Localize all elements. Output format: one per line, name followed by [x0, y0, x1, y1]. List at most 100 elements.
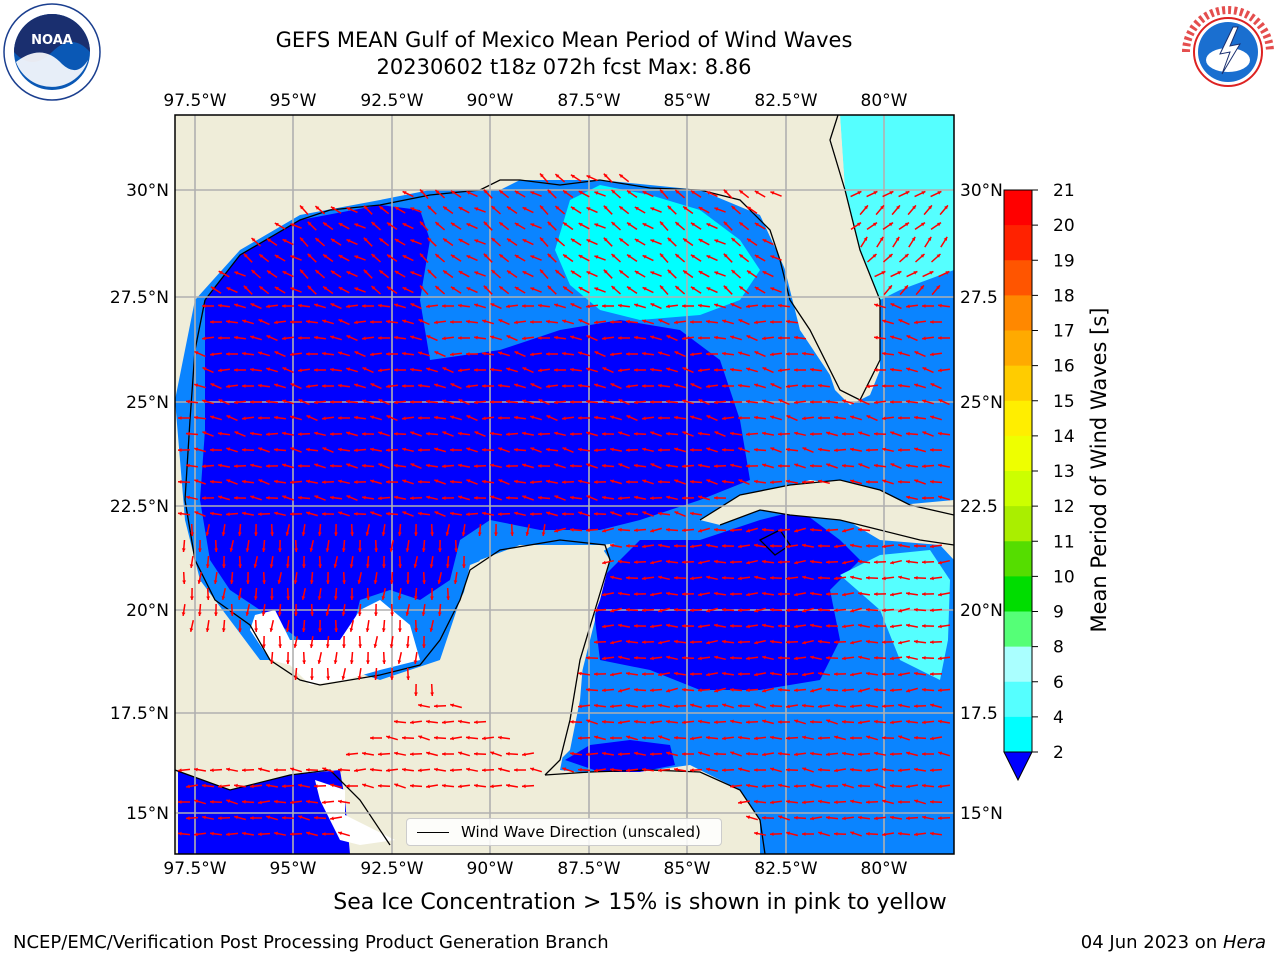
- wind-arrow-head: [371, 222, 376, 226]
- wind-arrow-head: [611, 254, 616, 258]
- wind-arrow-head: [443, 238, 448, 243]
- wind-arrow-head: [218, 399, 223, 403]
- wind-arrow-head: [666, 527, 670, 532]
- wind-arrow-head: [371, 254, 376, 258]
- wind-arrow-head: [650, 335, 655, 340]
- wind-arrow-head: [330, 270, 335, 275]
- wind-arrow-head: [490, 751, 495, 756]
- wind-arrow-head: [762, 559, 766, 564]
- wind-arrow-head: [866, 607, 870, 612]
- wind-arrow-head: [514, 287, 519, 291]
- wind-arrow-head: [498, 447, 503, 451]
- wind-arrow-head: [525, 532, 530, 536]
- wind-arrow-head: [666, 367, 671, 372]
- wind-arrow-head: [234, 368, 238, 372]
- wind-arrow-head: [842, 432, 846, 436]
- wind-arrow-head: [898, 575, 902, 580]
- wind-arrow-head: [474, 303, 479, 308]
- wind-arrow-head: [306, 831, 310, 836]
- wind-arrow-head: [420, 253, 424, 258]
- wind-arrow-head: [466, 255, 471, 259]
- wind-arrow-head: [770, 415, 775, 420]
- wind-arrow-head: [611, 222, 616, 226]
- wind-arrow-head: [650, 528, 655, 533]
- wind-arrow-head: [514, 479, 518, 484]
- wind-arrow-head: [738, 767, 742, 772]
- wind-arrow-head: [190, 532, 194, 536]
- wind-arrow-head: [462, 564, 466, 568]
- wind-arrow-head: [858, 815, 862, 820]
- land-cuba: [700, 480, 954, 545]
- wind-arrow-head: [474, 271, 479, 275]
- wind-arrow-head: [450, 415, 455, 420]
- wind-arrow-head: [530, 223, 535, 227]
- wind-arrow-head: [466, 384, 470, 389]
- wind-arrow-head: [338, 319, 343, 323]
- wind-arrow-head: [754, 543, 758, 548]
- wind-arrow-head: [422, 580, 426, 584]
- wind-arrow-head: [944, 205, 948, 210]
- wind-arrow-head: [242, 479, 246, 484]
- wind-arrow-head: [387, 286, 391, 291]
- wind-arrow-head: [338, 287, 343, 291]
- wind-arrow-head: [538, 399, 543, 403]
- wind-arrow-head: [458, 239, 463, 243]
- wind-arrow-head: [818, 671, 822, 676]
- wind-arrow-head: [197, 580, 202, 584]
- wind-arrow-head: [315, 206, 320, 210]
- wind-arrow-head: [922, 656, 926, 660]
- wind-arrow-head: [578, 351, 583, 356]
- wind-arrow-head: [266, 783, 270, 788]
- wind-arrow-head: [226, 319, 230, 324]
- wind-arrow-head: [570, 464, 574, 468]
- wind-arrow-head: [738, 735, 742, 740]
- wind-arrow-head: [927, 236, 932, 241]
- wind-arrow-head: [858, 720, 862, 725]
- wind-arrow-head: [898, 543, 902, 548]
- wind-arrow-head: [872, 254, 877, 258]
- wind-arrow-head: [594, 640, 598, 644]
- wind-arrow-head: [914, 351, 919, 355]
- nws-logo: [1180, 4, 1276, 100]
- wind-arrow-head: [889, 191, 894, 195]
- wind-arrow-head: [698, 271, 703, 275]
- wind-arrow-head: [274, 287, 279, 291]
- wind-arrow-head: [298, 432, 302, 436]
- wind-arrow-head: [194, 383, 199, 388]
- wind-arrow-head: [218, 784, 222, 789]
- wind-arrow-head: [930, 831, 934, 836]
- wind-arrow-head: [410, 239, 415, 243]
- wind-arrow-head: [826, 815, 830, 820]
- wind-arrow-head: [706, 287, 711, 291]
- wind-arrow-head: [323, 286, 328, 291]
- wind-arrow-head: [410, 335, 415, 340]
- wind-arrow-head: [434, 320, 438, 325]
- wind-arrow-head: [402, 479, 407, 484]
- wind-arrow-head: [938, 431, 942, 436]
- wind-arrow-head: [834, 608, 838, 613]
- wind-arrow-head: [466, 287, 471, 291]
- wind-arrow-head: [522, 367, 527, 371]
- wind-arrow-head: [338, 831, 343, 836]
- wind-arrow-head: [810, 367, 814, 372]
- wind-arrow-head: [259, 286, 264, 290]
- wind-arrow-head: [554, 400, 558, 405]
- wind-arrow-head: [698, 751, 703, 756]
- wind-arrow-head: [210, 352, 214, 357]
- wind-arrow-head: [182, 580, 186, 584]
- wind-arrow-head: [802, 416, 806, 421]
- wind-arrow-head: [618, 752, 622, 757]
- colorbar-tick-label: 18: [1053, 286, 1075, 306]
- wind-arrow-head: [674, 447, 679, 452]
- wind-arrow-head: [363, 269, 368, 274]
- wind-arrow-head: [578, 447, 582, 452]
- wind-arrow-head: [586, 463, 591, 467]
- wind-arrow-head: [294, 612, 298, 616]
- wind-arrow-head: [738, 479, 743, 483]
- wind-arrow-head: [857, 222, 861, 227]
- wind-arrow-head: [698, 719, 702, 724]
- wind-arrow-head: [506, 464, 510, 468]
- wind-arrow-head: [230, 612, 234, 616]
- wind-arrow-head: [402, 287, 407, 291]
- missing-data-pacific: [315, 780, 395, 845]
